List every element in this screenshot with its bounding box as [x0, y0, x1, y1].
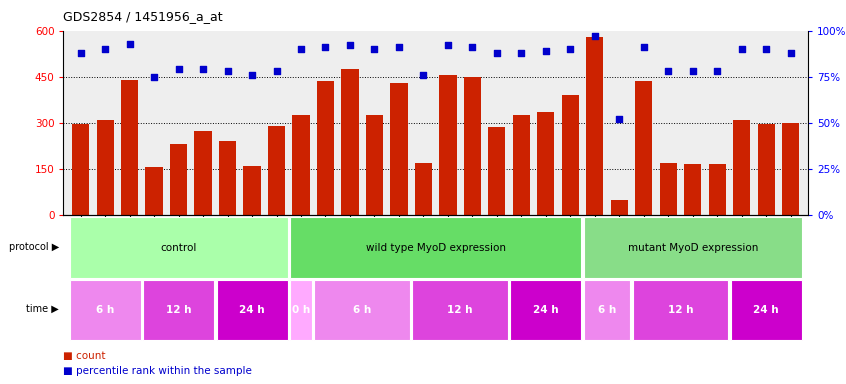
Bar [562, 95, 579, 215]
Point [172, 66, 185, 73]
Bar [96, 120, 113, 215]
Text: 6 h: 6 h [96, 305, 114, 315]
Text: 12 h: 12 h [667, 305, 694, 315]
Point [74, 50, 87, 56]
Bar [146, 167, 162, 215]
Bar [412, 280, 508, 340]
Bar [513, 115, 530, 215]
Bar [611, 200, 628, 215]
Bar [439, 75, 457, 215]
Bar [660, 163, 677, 215]
Point [490, 50, 503, 56]
Point [514, 50, 528, 56]
Point [343, 42, 357, 48]
Point [147, 74, 161, 80]
Point [613, 116, 626, 122]
Bar [69, 217, 288, 278]
Bar [268, 126, 285, 215]
Text: mutant MyoD expression: mutant MyoD expression [628, 243, 758, 253]
Point [784, 50, 798, 56]
Point [563, 46, 577, 52]
Bar [365, 115, 383, 215]
Bar [69, 280, 140, 340]
Text: protocol ▶: protocol ▶ [9, 242, 59, 252]
Bar [121, 80, 138, 215]
Bar [195, 131, 212, 215]
Text: 0 h: 0 h [292, 305, 310, 315]
Bar [758, 124, 775, 215]
Bar [709, 164, 726, 215]
Point [465, 44, 479, 50]
Bar [584, 217, 802, 278]
Point [319, 44, 332, 50]
Text: 6 h: 6 h [598, 305, 616, 315]
Point [539, 48, 552, 54]
Point [760, 46, 773, 52]
Point [270, 68, 283, 74]
Bar [415, 163, 432, 215]
Point [98, 46, 112, 52]
Text: 12 h: 12 h [166, 305, 191, 315]
Bar [317, 81, 334, 215]
Text: ■ count: ■ count [63, 351, 106, 361]
Point [245, 72, 259, 78]
Point [735, 46, 749, 52]
Point [637, 44, 651, 50]
Point [441, 42, 454, 48]
Bar [586, 37, 603, 215]
Bar [219, 141, 236, 215]
Bar [342, 69, 359, 215]
Bar [537, 112, 554, 215]
Point [221, 68, 234, 74]
Bar [244, 166, 261, 215]
Point [686, 68, 700, 74]
Text: control: control [161, 243, 197, 253]
Bar [315, 280, 410, 340]
Bar [510, 280, 581, 340]
Bar [488, 127, 505, 215]
Bar [290, 217, 581, 278]
Bar [390, 83, 408, 215]
Point [294, 46, 308, 52]
Point [123, 41, 136, 47]
Text: GDS2854 / 1451956_a_at: GDS2854 / 1451956_a_at [63, 10, 223, 23]
Text: 24 h: 24 h [533, 305, 558, 315]
Point [417, 72, 431, 78]
Bar [731, 280, 802, 340]
Point [588, 33, 602, 39]
Text: wild type MyoD expression: wild type MyoD expression [365, 243, 506, 253]
Text: 24 h: 24 h [239, 305, 265, 315]
Text: 24 h: 24 h [754, 305, 779, 315]
Bar [633, 280, 728, 340]
Bar [293, 115, 310, 215]
Point [196, 66, 210, 73]
Bar [684, 164, 701, 215]
Bar [72, 124, 89, 215]
Bar [170, 144, 187, 215]
Bar [143, 280, 214, 340]
Text: ■ percentile rank within the sample: ■ percentile rank within the sample [63, 366, 252, 376]
Point [368, 46, 382, 52]
Text: time ▶: time ▶ [26, 304, 59, 314]
Point [711, 68, 724, 74]
Bar [464, 77, 481, 215]
Bar [290, 280, 312, 340]
Bar [217, 280, 288, 340]
Text: 6 h: 6 h [353, 305, 371, 315]
Point [662, 68, 675, 74]
Point [393, 44, 406, 50]
Bar [635, 81, 652, 215]
Bar [584, 280, 630, 340]
Text: 12 h: 12 h [448, 305, 473, 315]
Bar [783, 123, 799, 215]
Bar [733, 120, 750, 215]
